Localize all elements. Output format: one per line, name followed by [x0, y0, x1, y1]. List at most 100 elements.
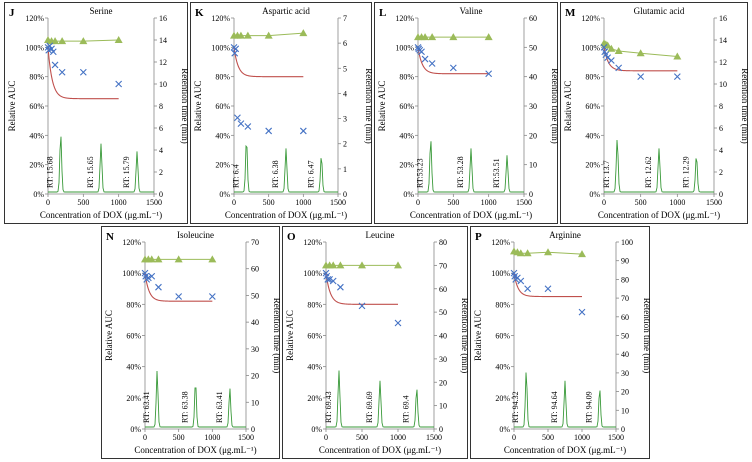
x-tick-label: 1000 — [481, 198, 497, 207]
x-tick-label: 1000 — [204, 433, 220, 442]
y-tick-label-left: 20% — [399, 161, 414, 170]
y-tick-label-right: 20 — [439, 378, 447, 387]
y-tick-label-left: 60% — [495, 332, 510, 341]
retention-marker — [516, 249, 525, 257]
y-tick-label-right: 6 — [719, 124, 723, 133]
panel-letter: J — [9, 7, 15, 19]
panel-letter: K — [195, 7, 204, 19]
y-tick-label-left: 40% — [215, 131, 230, 140]
rt-label: RT: 15.79 — [122, 156, 131, 188]
y-axis-label-right: Retention time (min) — [364, 68, 372, 144]
y-tick-label-left: 80% — [307, 300, 322, 309]
rt-label: RT: 63.38 — [181, 391, 190, 423]
panel-frame — [560, 2, 748, 224]
chromatogram-trace — [145, 370, 246, 428]
panel-title: Leucine — [366, 230, 395, 240]
y-tick-label-left: 100% — [25, 43, 44, 52]
rt-label: RT: 13.7 — [602, 160, 611, 188]
auc-marker — [524, 285, 531, 293]
y-tick-label-right: 0 — [529, 190, 533, 199]
y-tick-label-left: 20% — [215, 161, 230, 170]
fit-curve — [144, 273, 213, 302]
retention-marker — [51, 37, 60, 45]
x-tick-label: 1500 — [330, 198, 346, 207]
retention-marker — [484, 33, 493, 41]
auc-marker — [244, 123, 252, 130]
rt-label: RT: 12.29 — [681, 156, 690, 188]
y-tick-label-right: 70 — [621, 294, 629, 303]
y-axis-label-left: Relative AUC — [377, 81, 387, 132]
auc-marker — [324, 276, 332, 283]
y-tick-label-right: 30 — [251, 345, 259, 354]
y-tick-label-right: 40 — [439, 332, 447, 341]
x-tick-label: 1000 — [390, 433, 406, 442]
x-tick-label: 0 — [232, 198, 236, 207]
chromatogram-trace — [514, 372, 616, 428]
retention-marker — [523, 249, 532, 257]
y-tick-label-right: 10 — [159, 80, 167, 89]
y-tick-label-right: 16 — [159, 14, 167, 23]
y-tick-label-right: 0 — [439, 425, 443, 434]
y-tick-label-right: 0 — [621, 425, 625, 434]
chromatogram-trace — [604, 139, 714, 193]
y-tick-label-right: 20 — [251, 372, 259, 381]
retention-marker — [449, 33, 458, 41]
y-tick-label-left: 20% — [307, 394, 322, 403]
x-tick-label: 1500 — [706, 198, 722, 207]
y-tick-label-left: 120% — [122, 238, 141, 247]
auc-marker — [485, 70, 493, 78]
retention-marker — [264, 31, 273, 39]
auc-marker — [329, 277, 337, 285]
retention-marker — [154, 255, 163, 263]
panel-frame — [470, 226, 650, 459]
auc-marker — [58, 68, 66, 76]
retention-marker — [544, 248, 552, 256]
panel-letter: L — [379, 7, 386, 19]
chromatogram-trace — [326, 370, 434, 428]
x-axis-label: Concentration of DOX (μg.mL⁻¹) — [40, 210, 162, 220]
rt-label: RT: 94.64 — [550, 391, 559, 423]
y-tick-label-right: 2 — [343, 140, 347, 149]
y-tick-label-left: 120% — [25, 14, 44, 23]
y-axis-label-left: Relative AUC — [285, 310, 295, 361]
fit-curve — [417, 47, 489, 75]
y-tick-label-right: 3 — [343, 115, 347, 124]
y-axis-label-right: Retention time (min) — [272, 298, 280, 374]
panel-title: Glutamic acid — [634, 6, 685, 16]
auc-marker — [607, 57, 615, 64]
auc-marker — [358, 302, 366, 310]
x-tick-label: 0 — [324, 433, 328, 442]
y-tick-label-right: 30 — [621, 369, 629, 378]
fit-curve — [513, 273, 582, 298]
y-tick-label-left: 0% — [499, 425, 510, 434]
y-tick-label-right: 50 — [529, 43, 537, 52]
auc-marker — [299, 127, 307, 135]
auc-marker — [615, 64, 623, 72]
y-tick-label-right: 16 — [719, 14, 727, 23]
y-tick-label-right: 0 — [343, 190, 347, 199]
y-tick-label-left: 20% — [495, 394, 510, 403]
x-tick-label: 500 — [447, 198, 459, 207]
auc-marker — [265, 127, 273, 135]
x-tick-label: 1000 — [669, 198, 685, 207]
auc-marker — [326, 276, 333, 283]
y-axis-label-left: Relative AUC — [7, 81, 17, 132]
y-tick-label-left: 120% — [303, 238, 322, 247]
y-tick-label-right: 1 — [343, 165, 347, 174]
x-axis-label: Concentration of DOX (μg.mL⁻¹) — [504, 445, 626, 455]
retention-marker — [243, 31, 252, 39]
panel-j-chart: J Serine 0% 20% 40% 60% 80% 100% 120% 0 2 4 6 8 10 12 14… — [4, 2, 188, 224]
y-tick-label-right: 10 — [251, 398, 259, 407]
retention-marker — [236, 31, 245, 39]
auc-marker — [394, 319, 402, 327]
y-tick-label-left: 100% — [395, 43, 414, 52]
panel-p-chart: P Arginine 0% 20% 40% 60% 80% 100% 120% 0 10 20 30 40… — [470, 226, 650, 459]
y-tick-label-right: 40 — [621, 350, 629, 359]
retention-marker — [147, 255, 156, 263]
y-axis-label-left: Relative AUC — [473, 310, 483, 361]
x-tick-label: 1000 — [295, 198, 311, 207]
x-tick-label: 0 — [602, 198, 606, 207]
retention-marker — [673, 52, 682, 60]
auc-marker — [144, 274, 152, 282]
chromatogram-trace — [48, 136, 154, 193]
